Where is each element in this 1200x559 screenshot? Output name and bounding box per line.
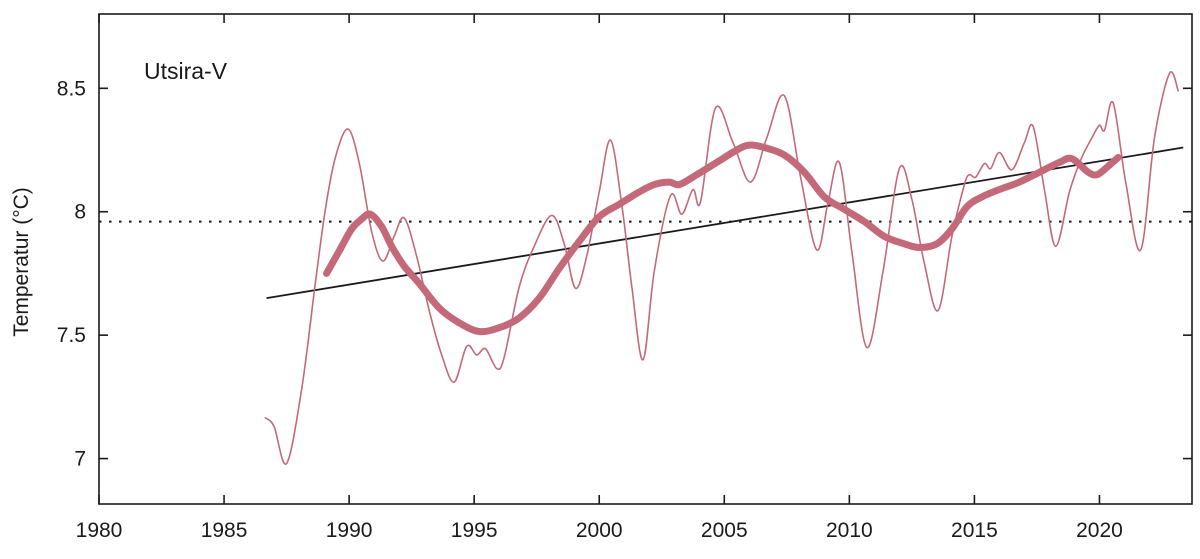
x-tick-label: 2015 xyxy=(951,519,998,542)
y-tick-label: 8.5 xyxy=(57,77,86,100)
axis-ticks xyxy=(98,14,1192,504)
x-tick-label: 1985 xyxy=(201,519,248,542)
smoothed-temperature-line xyxy=(323,141,1122,336)
x-tick-label: 1980 xyxy=(76,519,123,542)
y-tick-label: 8 xyxy=(74,201,86,224)
plot-border xyxy=(98,13,1193,505)
x-tick-label: 2000 xyxy=(576,519,623,542)
y-axis-title: Temperatur (°C) xyxy=(10,187,33,337)
x-tick-label: 2005 xyxy=(701,519,748,542)
y-tick-label: 7 xyxy=(74,448,86,471)
x-axis-tick-labels: 1980 1985 1990 1995 2000 2005 2010 2015 2020 xyxy=(76,519,1123,542)
x-tick-label: 2020 xyxy=(1076,519,1123,542)
chart-title: Utsira-V xyxy=(144,58,228,84)
x-tick-label: 2010 xyxy=(826,519,873,542)
y-tick-label: 7.5 xyxy=(57,324,86,347)
x-tick-label: 1990 xyxy=(326,519,373,542)
x-tick-label: 1995 xyxy=(451,519,498,542)
annual-temperature-line xyxy=(264,71,1179,465)
trend-line xyxy=(266,146,1184,300)
y-axis-tick-labels: 7 7.5 8 8.5 xyxy=(57,77,86,470)
